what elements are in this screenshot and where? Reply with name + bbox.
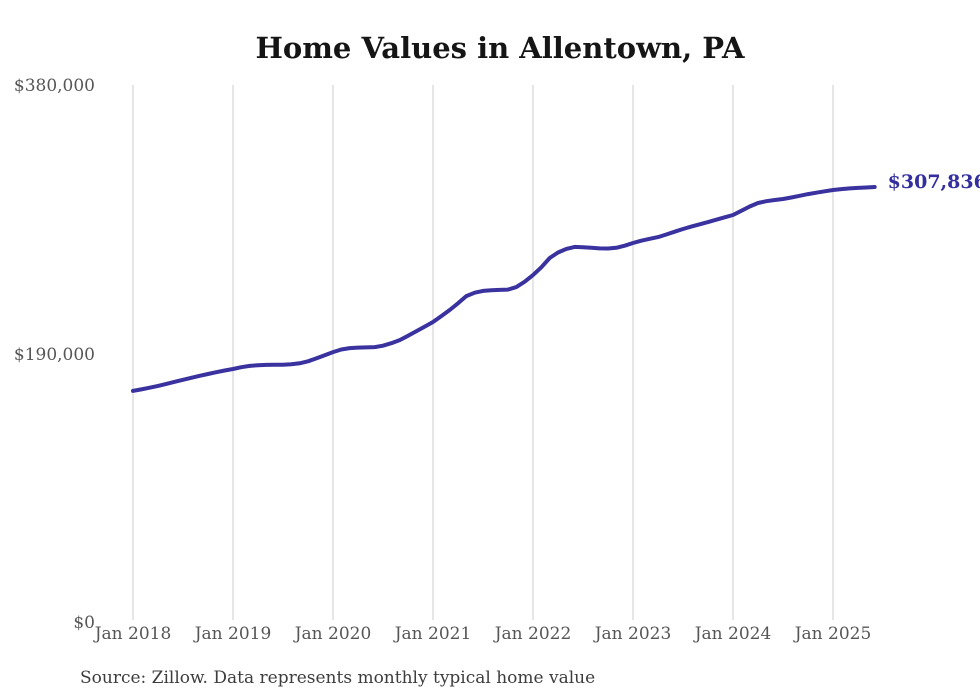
y-tick-label: $380,000 — [13, 76, 95, 96]
x-tick-label: Jan 2025 — [794, 624, 872, 644]
y-tick-label: $0 — [73, 613, 95, 633]
x-tick-label: Jan 2021 — [394, 624, 472, 644]
x-tick-label: Jan 2023 — [594, 624, 672, 644]
x-tick-label: Jan 2022 — [494, 624, 572, 644]
y-tick-label: $190,000 — [13, 344, 95, 365]
x-tick-label: Jan 2018 — [94, 624, 172, 644]
x-tick-label: Jan 2020 — [294, 624, 372, 644]
gridlines — [132, 85, 834, 620]
x-tick-label: Jan 2019 — [194, 624, 272, 644]
x-tick-label: Jan 2024 — [694, 624, 772, 644]
value-line — [131, 185, 877, 393]
source-note: Source: Zillow. Data represents monthly … — [80, 668, 596, 688]
chart-title: Home Values in Allentown, PA — [255, 31, 745, 65]
latest-value-label: $307,836 — [887, 170, 980, 193]
